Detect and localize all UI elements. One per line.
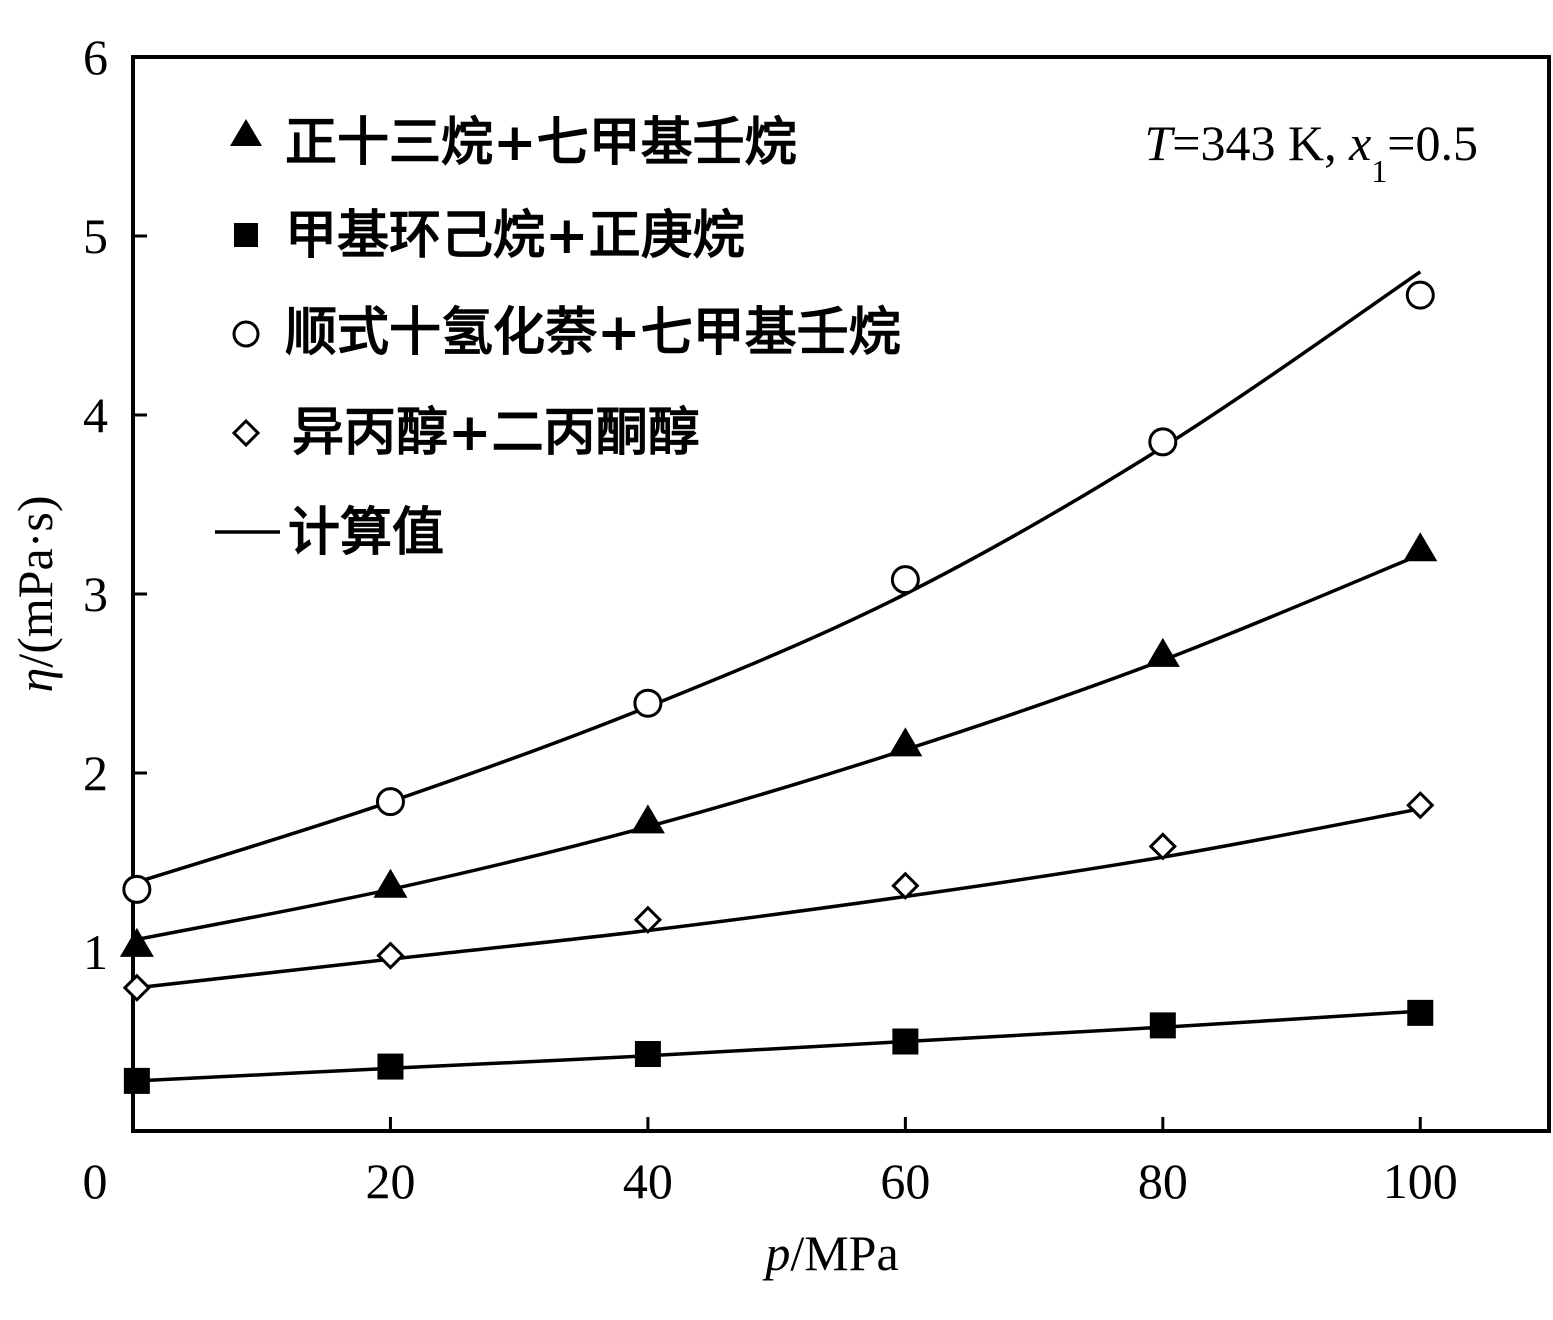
anno-x-var: x xyxy=(1348,115,1371,171)
y-tick-label-3: 4 xyxy=(83,387,108,443)
point-s2-2 xyxy=(633,688,663,718)
y-tick-label-0: 1 xyxy=(83,924,108,980)
point-s3-2 xyxy=(633,905,663,934)
point-s2-1 xyxy=(375,787,405,817)
legend-label-0: 正十三烷+七甲基壬烷 xyxy=(285,113,797,173)
point-s0-0 xyxy=(119,927,154,957)
legend-item-line: 计算值 xyxy=(215,503,444,563)
legend-label-1: 甲基环己烷+正庚烷 xyxy=(285,206,745,266)
legend-square-marker xyxy=(234,223,258,247)
calc-curve-2 xyxy=(136,270,1422,884)
y-axis-unit: /(mPa·s) xyxy=(7,495,63,667)
tick-labels: 0 20 40 60 80 100 1 2 3 4 5 6 xyxy=(83,29,1458,1209)
point-s1-1 xyxy=(377,1053,404,1080)
point-s2-3 xyxy=(890,565,920,595)
legend-item-diamond: 异丙醇+二丙酮醇 xyxy=(231,403,700,463)
x-tick-label-3: 60 xyxy=(880,1153,930,1209)
calculated-curves xyxy=(136,270,1422,1083)
calc-curve-0 xyxy=(136,552,1421,942)
y-tick-label-2: 3 xyxy=(83,566,108,622)
legend-triangle-marker xyxy=(230,119,262,146)
x-tick-label-5: 100 xyxy=(1383,1153,1458,1209)
anno-T-text: =343 K, xyxy=(1172,115,1349,171)
legend-label-2: 顺式十氢化萘+七甲基壬烷 xyxy=(285,303,901,363)
point-s3-0 xyxy=(122,973,151,1002)
y-tick-label-5: 6 xyxy=(83,29,108,85)
y-axis-title: η/(mPa·s) xyxy=(7,495,63,692)
point-s2-0 xyxy=(122,874,152,904)
legend-circle-marker xyxy=(232,320,260,348)
point-s2-4 xyxy=(1148,427,1178,457)
y-tick-label-4: 5 xyxy=(83,208,108,264)
point-s1-2 xyxy=(634,1041,661,1068)
x-tick-label-1: 20 xyxy=(365,1153,415,1209)
point-s0-4 xyxy=(1145,637,1180,667)
x-tick-label-4: 80 xyxy=(1138,1153,1188,1209)
data-markers xyxy=(119,280,1438,1094)
legend-label-line: 计算值 xyxy=(288,503,444,563)
calc-curve-1 xyxy=(136,1009,1421,1083)
legend-item-circle: 顺式十氢化萘+七甲基壬烷 xyxy=(232,303,901,363)
y-axis-var: η xyxy=(7,668,63,693)
point-s0-5 xyxy=(1403,532,1438,562)
anno-x-sub: 1 xyxy=(1371,153,1387,189)
calc-curve-3 xyxy=(136,807,1421,990)
point-s1-0 xyxy=(123,1067,150,1094)
point-s3-3 xyxy=(891,871,920,900)
point-s1-5 xyxy=(1407,999,1434,1026)
point-s3-1 xyxy=(376,941,405,970)
legend-diamond-marker xyxy=(231,418,261,448)
legend-label-3: 异丙醇+二丙酮醇 xyxy=(292,403,700,463)
point-s3-5 xyxy=(1406,791,1435,820)
x-axis-var: p xyxy=(762,1225,790,1281)
x-axis-title: p/MPa xyxy=(762,1225,898,1281)
point-s0-1 xyxy=(373,868,408,898)
legend-item-triangle: 正十三烷+七甲基壬烷 xyxy=(230,113,797,173)
x-tick-label-2: 40 xyxy=(623,1153,673,1209)
condition-annotation: T=343 K, x1=0.5 xyxy=(1144,115,1478,189)
point-s2-5 xyxy=(1405,280,1435,310)
point-s3-4 xyxy=(1148,832,1177,861)
anno-T-var: T xyxy=(1144,115,1175,171)
legend: 正十三烷+七甲基壬烷 甲基环己烷+正庚烷 顺式十氢化萘+七甲基壬烷 异丙醇+二丙… xyxy=(215,113,901,563)
x-tick-label-0: 0 xyxy=(83,1153,108,1209)
anno-x-text: =0.5 xyxy=(1387,115,1478,171)
y-tick-label-1: 2 xyxy=(83,745,108,801)
legend-item-square: 甲基环己烷+正庚烷 xyxy=(234,206,745,266)
point-s0-2 xyxy=(630,804,665,834)
x-axis-unit: /MPa xyxy=(790,1225,898,1281)
point-s1-3 xyxy=(892,1028,919,1055)
point-s1-4 xyxy=(1149,1012,1176,1039)
point-s0-3 xyxy=(888,727,923,757)
axis-ticks xyxy=(133,234,1422,1131)
